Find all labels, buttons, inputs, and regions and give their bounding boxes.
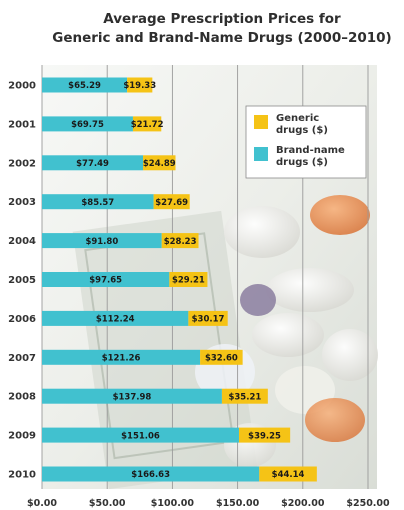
x-tick-label: $250.00 [346,498,390,509]
y-category-label: 2010 [8,470,36,481]
data-label-brand-name: $151.06 [121,431,160,441]
y-category-label: 2006 [8,314,36,325]
data-label-brand-name: $69.75 [71,120,104,130]
bar-brand-name [42,272,170,287]
x-tick-label: $150.00 [216,498,260,509]
y-category-label: 2007 [8,353,36,364]
bar-generic [132,116,162,132]
data-label-brand-name: $166.63 [131,470,170,480]
y-axis-labels: 2000 2001 2002 2003 2004 2005 2006 2007 2008 2009… [8,81,36,481]
chart-title: Average Prescription Prices for [103,11,341,27]
bar-generic [161,233,199,249]
bar-brand-name [42,194,154,210]
bar-brand-name [42,427,239,443]
y-category-label: 2009 [8,431,36,442]
data-label-generic: $28.23 [164,237,197,247]
x-tick-label: $100.00 [151,498,195,509]
data-label-generic: $32.60 [205,354,238,364]
y-category-label: 2008 [8,392,36,403]
legend-swatch-generic [254,115,268,129]
x-tick-label: $200.00 [281,498,325,509]
bar-brand-name [42,155,144,171]
data-label-brand-name: $77.49 [76,159,109,169]
data-label-brand-name: $121.26 [102,354,141,364]
y-category-label: 2005 [8,275,36,286]
bar-brand-name [42,388,222,404]
y-category-label: 2000 [8,81,36,92]
x-tick-label: $50.00 [89,498,126,509]
x-tick-label: $0.00 [27,498,57,509]
data-label-generic: $27.69 [155,198,188,208]
x-axis-labels: $0.00 $50.00 $100.00 $150.00 $200.00 $250.00 [27,498,390,509]
legend-swatch-brand-name [254,147,268,161]
bar-generic [200,349,243,365]
data-label-brand-name: $97.65 [89,276,122,286]
chart-subtitle: Generic and Brand-Name Drugs (2000–2010) [52,30,391,46]
y-category-label: 2001 [8,119,36,130]
bar-brand-name [42,116,133,132]
legend-label-brand-line1: Brand-name [276,145,345,156]
legend-label-generic-line2: drugs ($) [276,125,328,136]
bar-generic [238,427,291,443]
data-label-brand-name: $85.57 [81,198,114,208]
y-category-label: 2003 [8,197,36,208]
bar-generic [221,388,268,404]
y-category-label: 2004 [8,236,36,247]
bars-group: $65.29 $19.33 $69.75 $21.72 $77.49 $24.89 $85.… [42,77,317,482]
data-label-generic: $39.25 [248,431,281,441]
data-label-generic: $19.33 [123,81,156,91]
bar-generic [188,310,228,326]
y-category-label: 2002 [8,158,36,169]
data-label-brand-name: $65.29 [68,81,101,91]
data-label-generic: $24.89 [143,159,176,169]
bar-generic [153,194,190,210]
bar-brand-name [42,349,201,365]
data-label-generic: $30.17 [192,315,225,325]
bar-brand-name [42,77,128,93]
legend-label-brand-line2: drugs ($) [276,157,328,168]
bar-generic [259,466,317,482]
data-label-brand-name: $91.80 [85,237,118,247]
data-label-generic: $29.21 [172,276,205,286]
data-label-brand-name: $137.98 [113,392,152,402]
data-label-generic: $44.14 [272,470,305,480]
legend: Generic drugs ($) Brand-name drugs ($) [245,105,367,179]
data-label-generic: $35.21 [228,392,261,402]
legend-label-generic-line1: Generic [276,113,319,124]
bar-brand-name [42,310,189,326]
bar-generic [143,155,176,171]
data-label-brand-name: $112.24 [96,315,135,325]
bar-brand-name [42,466,260,482]
bar-brand-name [42,233,162,249]
bar-generic [169,272,208,287]
data-label-generic: $21.72 [131,120,164,130]
bar-generic [127,77,153,93]
